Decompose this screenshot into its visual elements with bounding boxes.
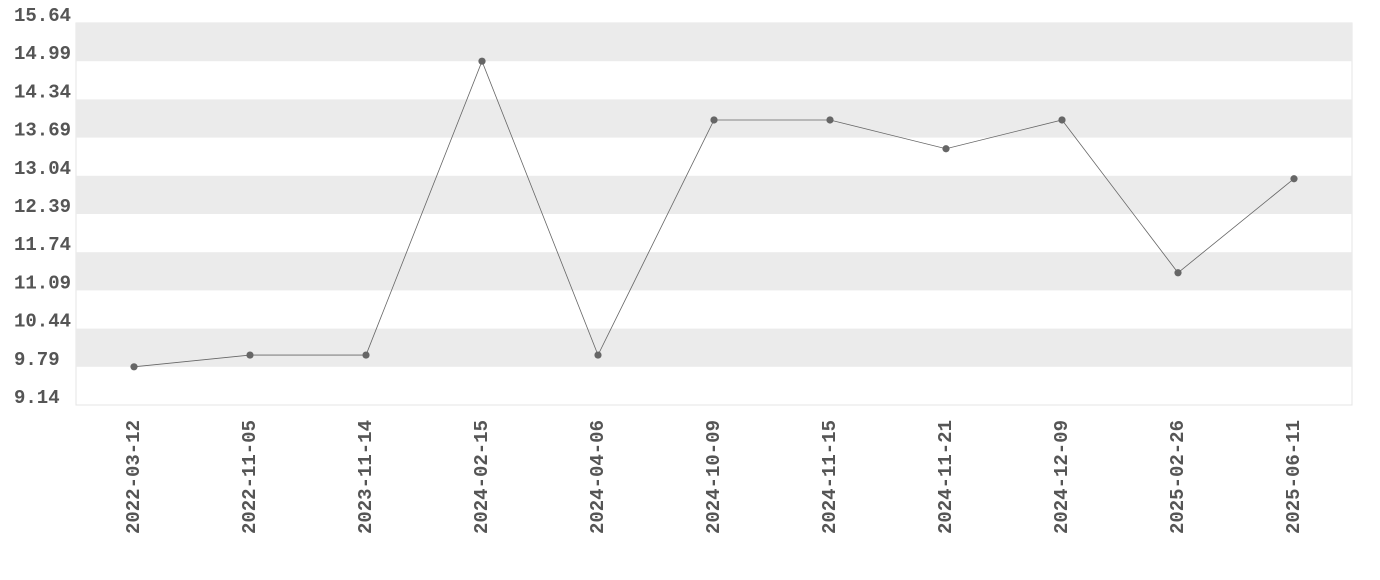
point [942,145,950,153]
point [1174,269,1182,277]
x-tick-label: 2022-11-05 [239,420,261,534]
y-tick-label: 13.69 [14,120,71,142]
grid-band [76,23,1352,62]
grid-band [76,175,1352,214]
y-tick-label: 9.79 [14,349,60,371]
point [710,116,718,124]
y-tick-label: 9.14 [14,387,60,409]
x-tick-label: 2023-11-14 [355,420,377,534]
point [478,57,486,65]
point [246,351,254,359]
y-tick-label: 11.09 [14,272,71,294]
x-tick-label: 2024-10-09 [703,420,725,534]
y-tick-label: 14.99 [14,43,71,65]
point [1058,116,1066,124]
y-tick-label: 14.34 [14,81,71,103]
point [130,363,138,371]
y-tick-label: 10.44 [14,311,71,333]
x-tick-label: 2024-02-15 [471,420,493,534]
x-tick-label: 2024-11-21 [935,420,957,534]
point [826,116,834,124]
grid-band [76,252,1352,291]
x-tick-label: 2025-02-26 [1167,420,1189,534]
y-tick-label: 12.39 [14,196,71,218]
y-tick-label: 15.64 [14,5,71,27]
x-tick-label: 2025-06-11 [1283,420,1305,534]
x-tick-label: 2024-04-06 [587,420,609,534]
y-tick-label: 13.04 [14,158,71,180]
grid-band [76,328,1352,367]
x-tick-label: 2024-11-15 [819,420,841,534]
x-tick-label: 2022-03-12 [123,420,145,534]
point [1290,175,1298,183]
point [594,351,602,359]
x-tick-label: 2024-12-09 [1051,420,1073,534]
y-tick-label: 11.74 [14,234,71,256]
point [362,351,370,359]
